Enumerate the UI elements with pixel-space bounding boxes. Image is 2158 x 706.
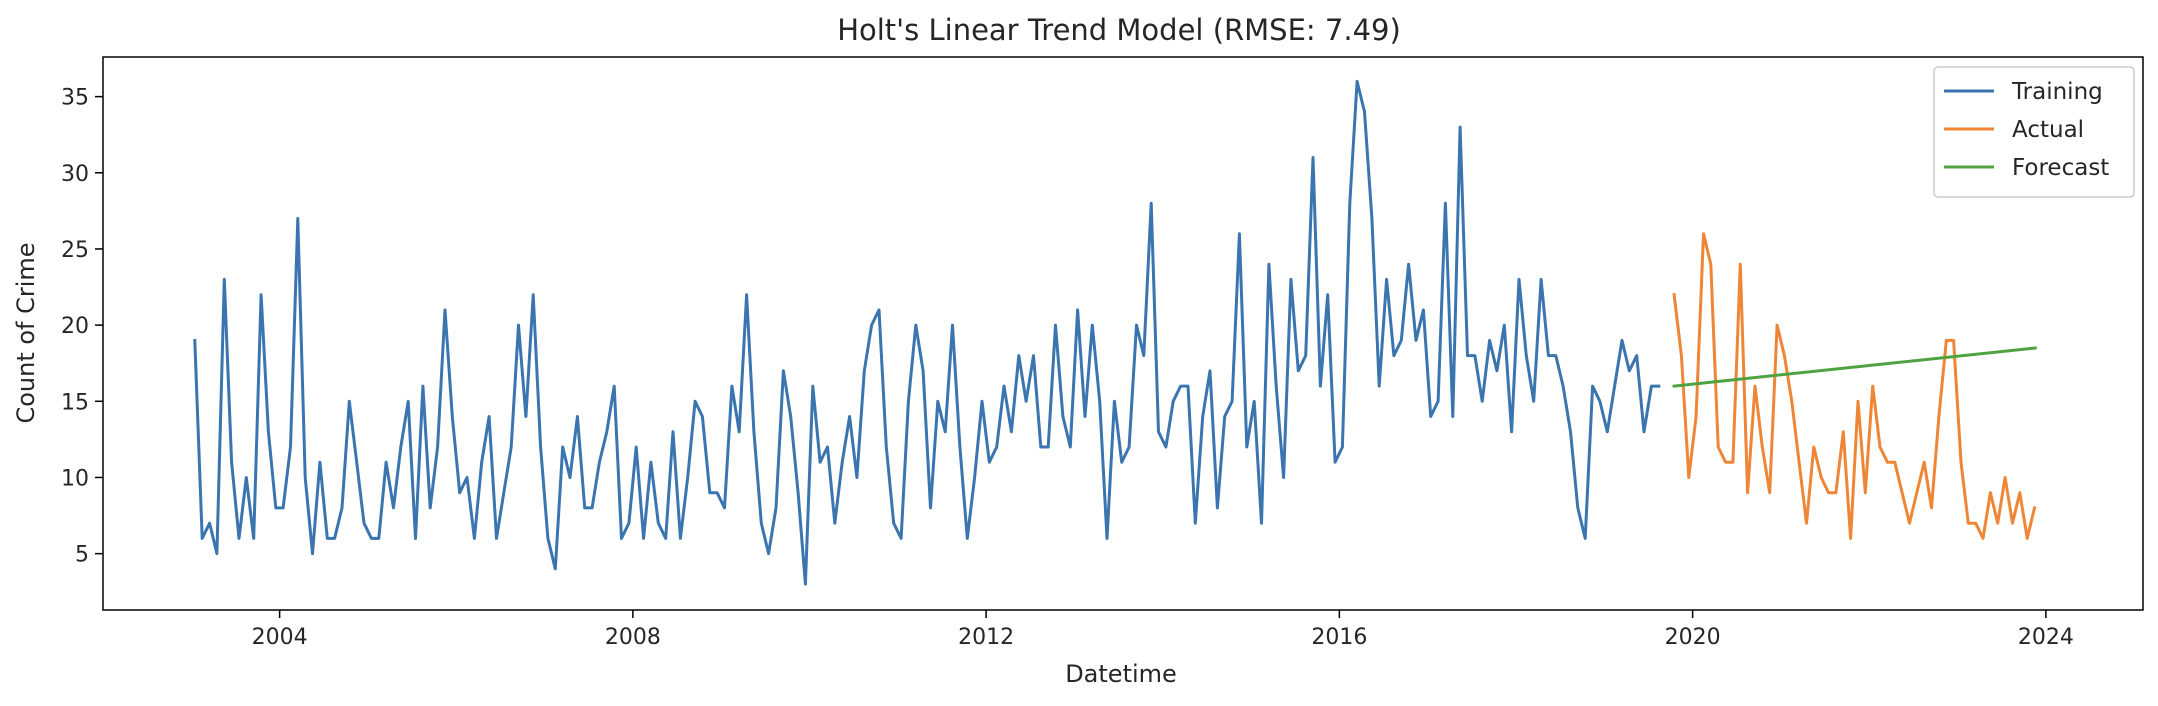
plot-area-frame xyxy=(102,56,2144,611)
x-axis-label: Datetime xyxy=(1065,660,1177,688)
x-tick-label: 2024 xyxy=(2018,625,2074,650)
legend-label-actual: Actual xyxy=(2012,117,2084,143)
series-line-training xyxy=(193,79,1661,586)
x-tick-label: 2008 xyxy=(605,625,661,650)
y-axis-label: Count of Crime xyxy=(12,242,40,423)
y-tick-label: 35 xyxy=(61,86,89,111)
y-tick-label: 15 xyxy=(61,390,89,415)
legend: Training Actual Forecast xyxy=(1933,66,2135,198)
x-tick-label: 2016 xyxy=(1311,625,1367,650)
series-layer xyxy=(193,79,2037,586)
y-tick-label: 25 xyxy=(61,238,89,263)
y-tick-label: 20 xyxy=(61,314,89,339)
y-tick-label: 30 xyxy=(61,162,89,187)
x-tick-label: 2020 xyxy=(1665,625,1721,650)
y-tick-label: 10 xyxy=(61,466,89,491)
y-tick-label: 5 xyxy=(75,543,89,568)
y-axis: 5 10 15 20 25 30 35 xyxy=(61,86,103,568)
legend-box xyxy=(1933,66,2135,198)
x-tick-label: 2004 xyxy=(252,625,308,650)
legend-label-forecast: Forecast xyxy=(2012,155,2109,181)
series-line-actual xyxy=(1672,232,2037,540)
x-tick-label: 2012 xyxy=(958,625,1014,650)
legend-label-training: Training xyxy=(2011,79,2103,105)
chart-title: Holt's Linear Trend Model (RMSE: 7.49) xyxy=(837,13,1401,47)
x-axis: 2004 2008 2012 2016 2020 2024 xyxy=(252,610,2074,650)
series-line-forecast xyxy=(1672,346,2037,388)
